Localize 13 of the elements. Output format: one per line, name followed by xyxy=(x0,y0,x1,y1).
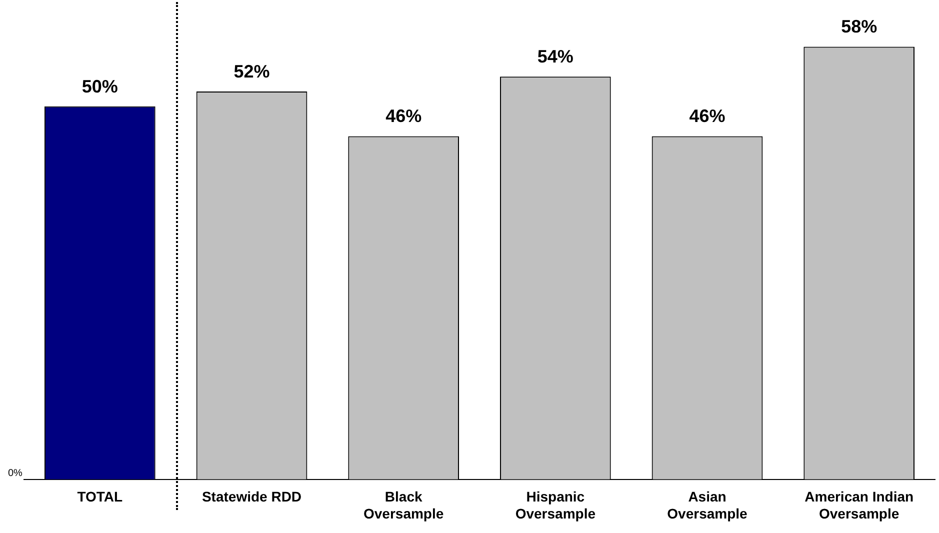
data-label: 46% xyxy=(386,106,422,126)
x-tick-label: Hispanic Oversample xyxy=(515,488,596,522)
data-label: 52% xyxy=(234,61,270,82)
x-tick-label: Asian Oversample xyxy=(667,488,748,522)
data-label: 50% xyxy=(82,76,118,96)
x-tick-label: American Indian Oversample xyxy=(804,488,914,522)
text: 0% xyxy=(8,468,23,480)
data-label: 54% xyxy=(537,46,574,67)
data-label: 58% xyxy=(841,16,878,37)
x-tick-label: Statewide RDD xyxy=(202,488,302,505)
data-label: 46% xyxy=(689,106,726,126)
x-tick-label: TOTAL xyxy=(77,488,124,505)
x-tick-label: Black Oversample xyxy=(363,488,444,522)
